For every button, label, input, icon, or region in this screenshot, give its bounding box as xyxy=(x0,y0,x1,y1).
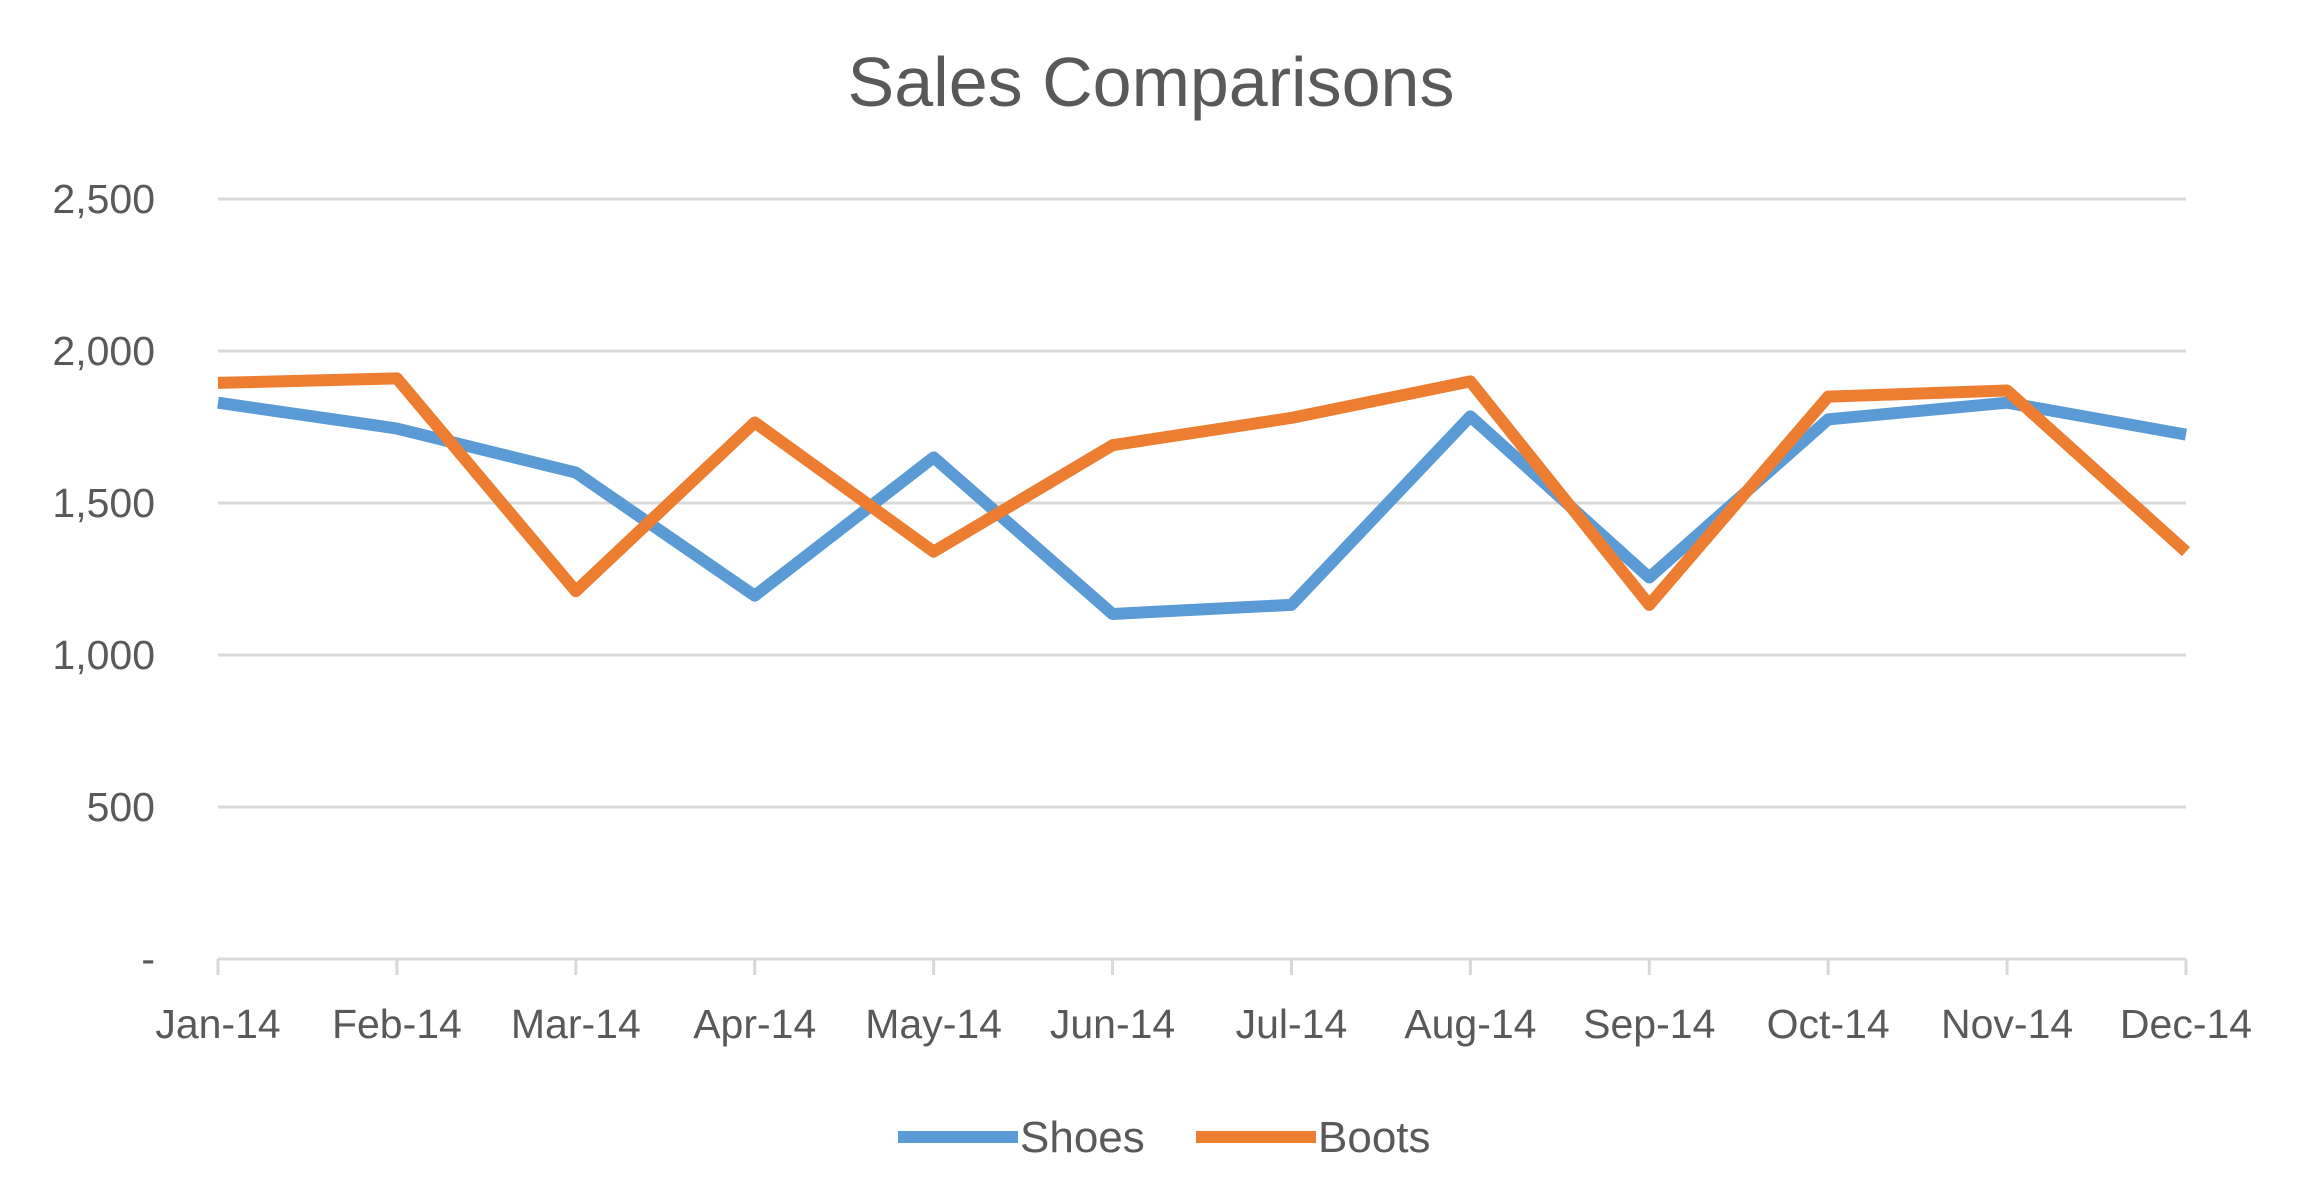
x-tick-label: Dec-14 xyxy=(2120,1001,2252,1047)
y-tick-label: 1,500 xyxy=(52,480,155,526)
y-tick-label: 500 xyxy=(87,784,155,830)
x-tick-label: Mar-14 xyxy=(511,1001,641,1047)
x-tick-label: Jun-14 xyxy=(1050,1001,1175,1047)
x-tick-label: Jul-14 xyxy=(1236,1001,1348,1047)
series-line-boots xyxy=(217,372,2191,611)
chart-title: Sales Comparisons xyxy=(848,43,1455,121)
x-axis-tick-labels: Jan-14 Feb-14 Mar-14 Apr-14 May-14 Jun-14 Jul-… xyxy=(155,1001,2252,1047)
legend: Shoes Boots xyxy=(898,1113,1431,1162)
x-axis xyxy=(216,957,2188,975)
x-tick-label: Feb-14 xyxy=(332,1001,462,1047)
x-tick-label: Jan-14 xyxy=(155,1001,280,1047)
legend-label: Shoes xyxy=(1020,1113,1145,1162)
x-tick-label: Sep-14 xyxy=(1583,1001,1715,1047)
x-tick-label: Nov-14 xyxy=(1941,1001,2073,1047)
legend-label: Boots xyxy=(1318,1113,1431,1162)
gridlines xyxy=(218,197,2186,809)
y-tick-label: - xyxy=(141,936,155,982)
x-tick-label: May-14 xyxy=(865,1001,1002,1047)
series-lines xyxy=(217,372,2191,620)
y-tick-label: 1,000 xyxy=(52,632,155,678)
x-tick-label: Aug-14 xyxy=(1404,1001,1536,1047)
series-line-shoes xyxy=(217,396,2188,620)
legend-item-boots: Boots xyxy=(1196,1113,1431,1162)
x-tick-label: Oct-14 xyxy=(1767,1001,1890,1047)
legend-item-shoes: Shoes xyxy=(898,1113,1145,1162)
y-tick-label: 2,000 xyxy=(52,328,155,374)
x-tick-label: Apr-14 xyxy=(693,1001,816,1047)
y-tick-label: 2,500 xyxy=(52,176,155,222)
y-axis-tick-labels: - 500 1,000 1,500 2,000 2,500 xyxy=(52,176,155,982)
